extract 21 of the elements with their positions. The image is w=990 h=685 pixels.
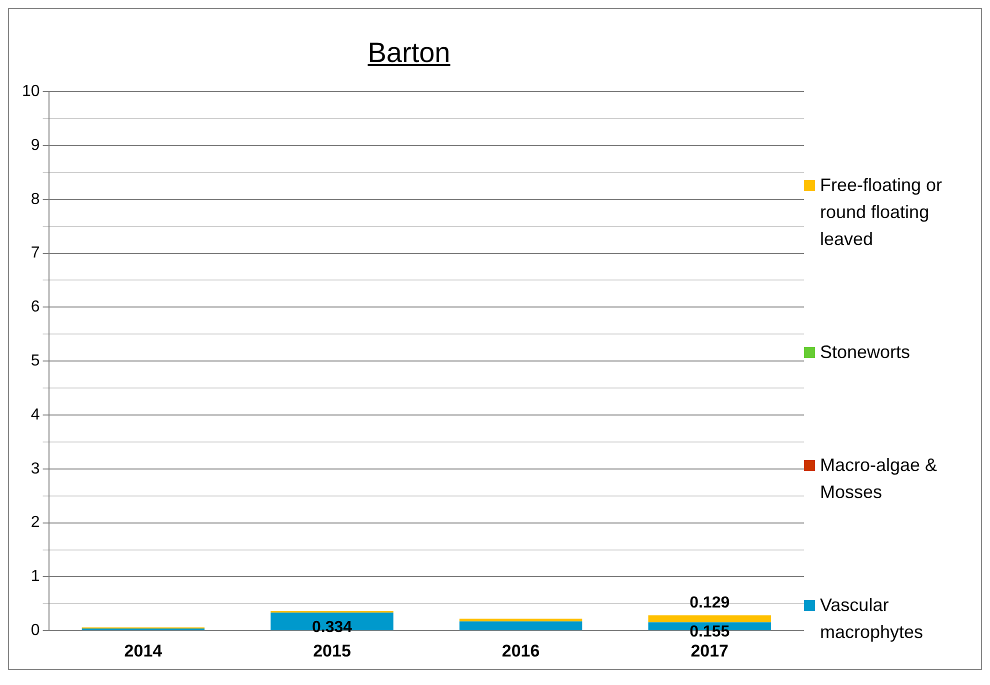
y-tick-label: 4 bbox=[30, 406, 40, 424]
legend-label: Vascular macrophytes bbox=[820, 594, 924, 644]
y-tick-label: 5 bbox=[30, 352, 40, 370]
x-tick-label: 2014 bbox=[124, 641, 163, 660]
data-label: 0.129 bbox=[690, 594, 730, 612]
x-tick-label: 2017 bbox=[690, 641, 729, 660]
y-tick-label: 7 bbox=[30, 244, 40, 262]
y-tick-label: 8 bbox=[30, 190, 40, 208]
legend-label: Macro-algae & Mosses bbox=[820, 454, 938, 504]
chart-title: Barton bbox=[366, 36, 452, 70]
y-tick-label: 9 bbox=[30, 136, 40, 154]
y-tick-label: 6 bbox=[30, 298, 40, 316]
y-tick-label: 2 bbox=[30, 514, 40, 532]
y-tick-label: 3 bbox=[30, 460, 40, 478]
y-tick-label: 10 bbox=[22, 83, 40, 100]
legend-label: Stoneworts bbox=[820, 341, 910, 364]
legend-label: Free-floating or round floating leaved bbox=[820, 174, 944, 251]
x-tick-label: 2015 bbox=[313, 641, 351, 660]
y-tick-label: 0 bbox=[30, 622, 40, 640]
y-tick-label: 1 bbox=[30, 568, 40, 586]
x-tick-label: 2016 bbox=[502, 641, 540, 660]
